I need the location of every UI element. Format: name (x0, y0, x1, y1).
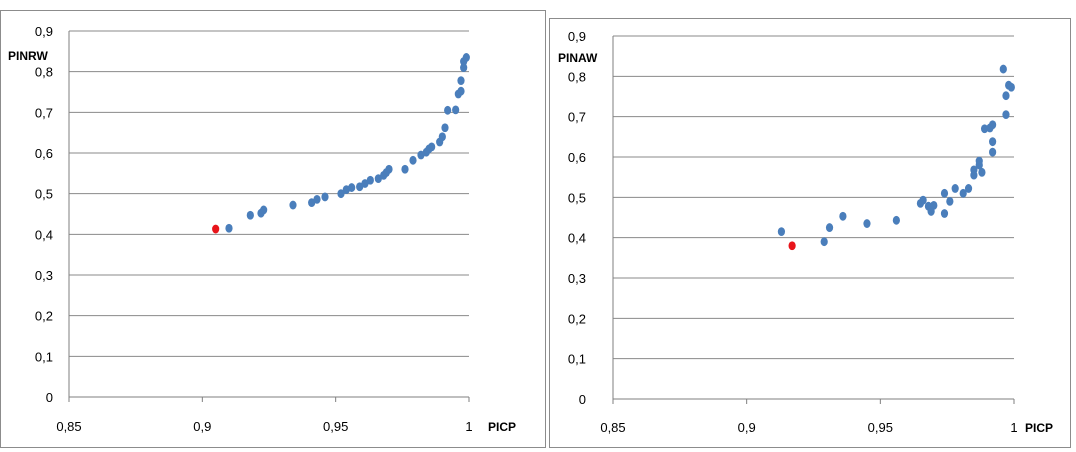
data-point (930, 201, 938, 210)
x-axis-title: PICP (488, 420, 516, 434)
data-point (308, 198, 316, 208)
data-point (289, 200, 297, 210)
data-point (892, 215, 900, 225)
y-tick-label: 0,6 (35, 146, 53, 161)
data-point (1002, 110, 1010, 120)
data-point (374, 174, 382, 184)
y-tick-label: 0,3 (35, 268, 53, 283)
y-tick-label: 0 (46, 390, 53, 405)
y-axis-title: PINRW (8, 49, 48, 63)
data-point (452, 105, 460, 115)
data-point (385, 164, 393, 174)
data-point (989, 137, 997, 147)
data-point (825, 223, 834, 232)
highlight-data-point (212, 224, 220, 234)
data-point (964, 184, 973, 193)
data-point (959, 188, 967, 198)
data-point (438, 132, 446, 142)
data-point (428, 142, 436, 152)
data-point (999, 64, 1007, 74)
x-tick-label: 0,85 (56, 419, 81, 434)
data-point (246, 210, 254, 220)
data-point (820, 237, 828, 247)
x-tick-label: 1 (1010, 420, 1017, 435)
y-tick-label: 0,9 (35, 24, 53, 39)
x-tick-label: 0,9 (193, 419, 211, 434)
data-point (313, 194, 321, 204)
data-point (462, 53, 470, 62)
data-point (978, 167, 986, 177)
data-point (940, 209, 949, 218)
data-point (409, 155, 417, 165)
x-axis-title: PICP (1025, 421, 1053, 435)
data-point (1002, 91, 1010, 101)
y-tick-label: 0,8 (35, 65, 53, 80)
x-tick-label: 0,9 (738, 420, 756, 435)
y-tick-label: 0,1 (568, 352, 586, 367)
scatter-plot-pinrw: 0 0,1 0,2 0,3 0,4 0,5 0,6 0,7 0,8 0,9 0,85 0,9 0,95 1… (8, 24, 516, 434)
y-tick-label: 0,2 (35, 309, 53, 324)
data-point (401, 164, 409, 174)
y-tick-label: 0 (579, 392, 586, 407)
data-point (225, 223, 233, 233)
data-point (441, 123, 449, 133)
data-point (951, 184, 959, 193)
data-point (337, 189, 345, 199)
chart-right: 0 0,1 0,2 0,3 0,4 0,5 0,6 0,7 0,8 0,9 0,85 0,9 0,95 1… (549, 18, 1071, 448)
y-tick-label: 0,5 (568, 190, 586, 205)
data-point (460, 63, 468, 72)
y-tick-label: 0,5 (35, 187, 53, 202)
x-tick-label: 0,85 (600, 420, 625, 435)
y-tick-label: 0,7 (568, 110, 586, 125)
data-point (989, 147, 997, 157)
y-tick-label: 0,4 (35, 227, 53, 242)
data-point (839, 211, 847, 221)
chart-left: 0 0,1 0,2 0,3 0,4 0,5 0,6 0,7 0,8 0,9 0,85 0,9 0,95 1… (0, 10, 546, 448)
data-point (260, 205, 268, 215)
data-point (457, 76, 465, 86)
y-tick-label: 0,8 (568, 69, 586, 84)
data-point (356, 182, 364, 192)
y-tick-label: 0,7 (35, 105, 53, 120)
y-tick-label: 0,2 (568, 311, 586, 326)
data-point (940, 188, 949, 198)
data-point (321, 192, 329, 202)
data-point (970, 165, 978, 175)
x-tick-label: 0,95 (323, 419, 348, 434)
data-point (863, 219, 871, 228)
y-tick-label: 0,4 (568, 231, 586, 246)
data-point (361, 179, 369, 188)
data-point (348, 183, 356, 192)
highlight-data-point (788, 241, 796, 251)
data-point (1007, 82, 1015, 92)
y-tick-label: 0,9 (568, 29, 586, 44)
data-point (946, 196, 954, 206)
data-point (457, 86, 465, 96)
data-point (919, 195, 927, 205)
x-tick-label: 1 (465, 419, 472, 434)
data-point (366, 175, 374, 185)
y-tick-label: 0,6 (568, 150, 586, 165)
data-point (989, 120, 997, 130)
data-point (975, 156, 983, 166)
y-tick-label: 0,1 (35, 349, 53, 364)
y-tick-label: 0,3 (568, 271, 586, 286)
data-point (444, 105, 452, 115)
y-axis-title: PINAW (558, 51, 598, 65)
data-point (777, 227, 786, 237)
x-tick-label: 0,95 (868, 420, 893, 435)
data-point (980, 124, 989, 134)
scatter-plot-pinaw: 0 0,1 0,2 0,3 0,4 0,5 0,6 0,7 0,8 0,9 0,85 0,9 0,95 1… (558, 29, 1053, 435)
